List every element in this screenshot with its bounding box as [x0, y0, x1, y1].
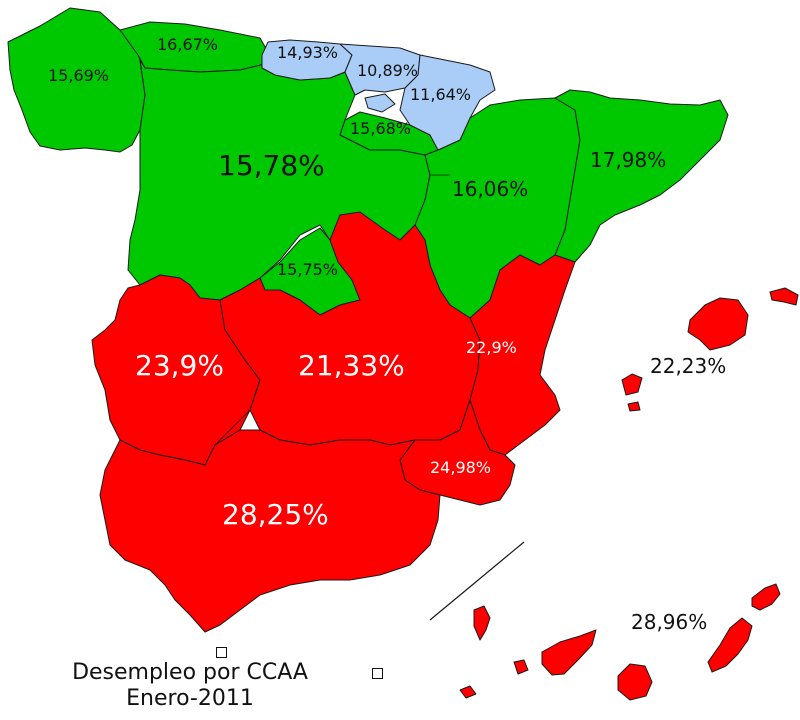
island-menorca — [769, 287, 799, 306]
island-formentera — [627, 401, 641, 412]
label-baleares: 22,23% — [650, 354, 727, 378]
region-pais-vasco-enclave — [364, 93, 396, 113]
region-navarra — [399, 54, 496, 151]
ceuta-marker — [216, 647, 227, 658]
canary-inset-divider — [429, 541, 525, 621]
region-cataluna — [554, 89, 729, 263]
island-la-palma — [473, 605, 491, 641]
label-galicia: 15,69% — [48, 66, 110, 85]
label-madrid: 15,75% — [277, 260, 339, 279]
label-valencia: 22,9% — [466, 338, 517, 357]
island-la-gomera — [513, 659, 529, 675]
label-cantabria: 14,93% — [277, 43, 339, 62]
island-mallorca — [687, 297, 749, 351]
label-cataluna: 17,98% — [590, 148, 667, 172]
label-extremadura: 23,9% — [135, 349, 224, 382]
label-asturias: 16,67% — [157, 35, 219, 54]
label-castilla-leon: 15,78% — [218, 149, 325, 182]
label-murcia: 24,98% — [430, 458, 492, 477]
region-galicia — [7, 7, 146, 153]
label-castilla-la-mancha: 21,33% — [298, 349, 405, 382]
border-line — [214, 89, 450, 446]
island-lanzarote — [751, 583, 781, 611]
label-pais-vasco: 10,89% — [357, 61, 419, 80]
island-fuerteventura — [707, 617, 753, 673]
region-andalucia — [99, 429, 441, 633]
island-gran-canaria — [617, 663, 653, 701]
label-andalucia: 28,25% — [222, 498, 329, 531]
caption-title: Desempleo por CCAA — [72, 660, 308, 685]
label-la-rioja: 15,68% — [350, 119, 412, 138]
caption-date: Enero-2011 — [126, 686, 254, 711]
map-caption: Desempleo por CCAA Enero-2011 — [50, 660, 330, 712]
label-aragon: 16,06% — [452, 177, 529, 201]
label-canarias: 28,96% — [631, 610, 708, 634]
island-ibiza — [621, 373, 643, 396]
island-el-hierro — [459, 685, 477, 699]
island-tenerife — [541, 629, 597, 676]
region-pais-vasco — [339, 43, 421, 96]
melilla-marker — [372, 668, 383, 679]
label-navarra: 11,64% — [410, 85, 472, 104]
